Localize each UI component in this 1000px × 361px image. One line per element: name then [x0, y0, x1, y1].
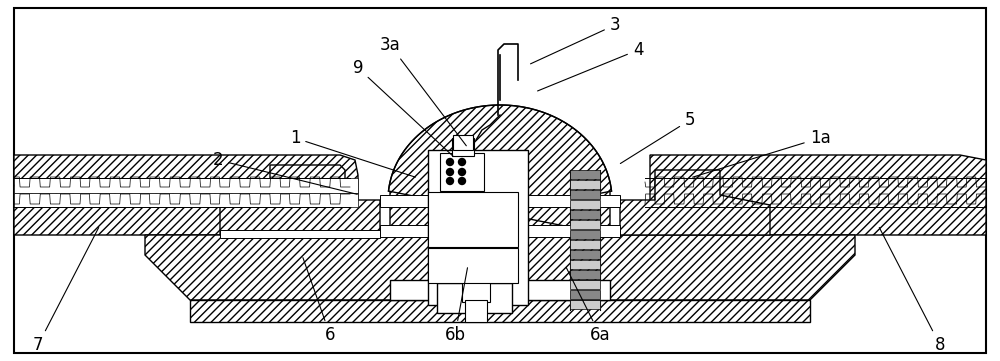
- Bar: [220, 230, 380, 238]
- Text: 2: 2: [213, 151, 357, 194]
- Bar: [570, 170, 600, 178]
- Bar: [570, 230, 600, 239]
- Bar: [570, 180, 600, 188]
- Circle shape: [446, 178, 454, 184]
- Bar: [570, 190, 600, 199]
- Polygon shape: [650, 155, 986, 235]
- Bar: [380, 225, 620, 237]
- Circle shape: [458, 158, 466, 165]
- Bar: [570, 290, 600, 299]
- Bar: [428, 192, 518, 247]
- Text: 3a: 3a: [380, 36, 466, 146]
- Text: 5: 5: [620, 111, 695, 164]
- Bar: [437, 283, 512, 313]
- Polygon shape: [620, 170, 770, 235]
- Polygon shape: [220, 165, 380, 235]
- Text: 1a: 1a: [693, 129, 830, 177]
- Text: 7: 7: [33, 227, 99, 354]
- Bar: [570, 280, 600, 288]
- Bar: [570, 210, 600, 218]
- Bar: [14, 193, 358, 207]
- Polygon shape: [390, 140, 490, 235]
- Text: 3: 3: [531, 16, 620, 64]
- Polygon shape: [510, 140, 610, 235]
- Bar: [14, 178, 358, 193]
- Polygon shape: [14, 155, 358, 235]
- Text: 9: 9: [353, 59, 453, 156]
- Bar: [453, 135, 473, 150]
- Bar: [570, 240, 600, 248]
- Text: 6: 6: [303, 258, 335, 344]
- Circle shape: [458, 178, 466, 184]
- Bar: [440, 153, 484, 191]
- Bar: [570, 250, 600, 258]
- Bar: [390, 280, 610, 300]
- Bar: [570, 260, 600, 269]
- Bar: [428, 150, 528, 305]
- Text: 4: 4: [538, 41, 643, 91]
- Bar: [570, 200, 600, 209]
- Text: 1: 1: [290, 129, 415, 177]
- Bar: [452, 138, 474, 156]
- Text: 8: 8: [879, 227, 945, 354]
- Bar: [428, 248, 518, 283]
- Circle shape: [446, 158, 454, 165]
- Bar: [570, 300, 600, 309]
- Text: 6b: 6b: [444, 268, 467, 344]
- Text: 6a: 6a: [566, 268, 610, 344]
- Bar: [190, 300, 810, 322]
- Polygon shape: [145, 235, 855, 300]
- Bar: [570, 270, 600, 278]
- Bar: [465, 300, 487, 322]
- Circle shape: [458, 169, 466, 175]
- Polygon shape: [388, 105, 612, 235]
- Bar: [570, 220, 600, 229]
- Circle shape: [446, 169, 454, 175]
- Bar: [462, 230, 490, 302]
- Bar: [380, 195, 620, 207]
